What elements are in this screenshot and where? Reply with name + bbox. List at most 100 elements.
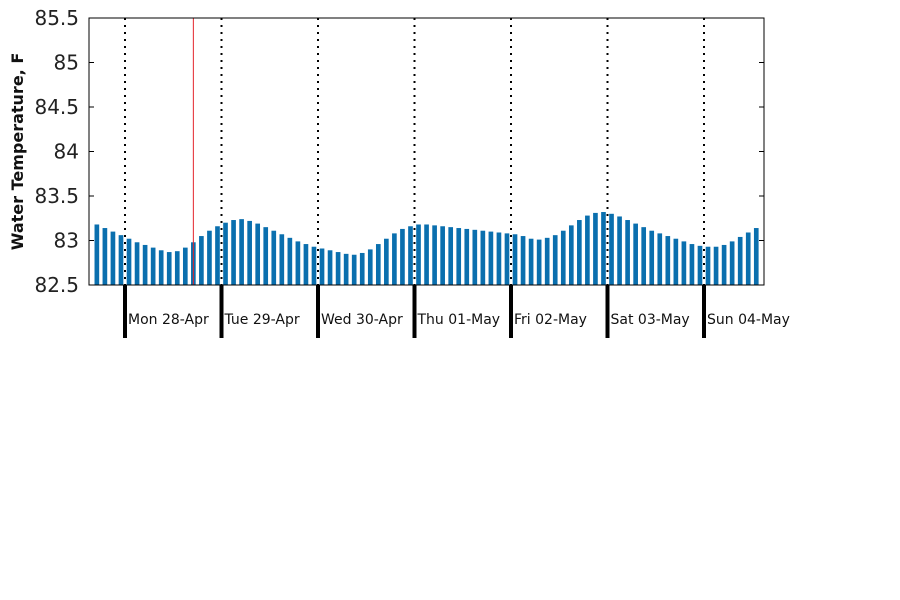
bar (488, 231, 494, 285)
bar (552, 235, 558, 285)
bar (440, 226, 445, 285)
bar (456, 228, 462, 285)
bar (239, 219, 244, 285)
bar (142, 244, 148, 285)
bar (199, 236, 204, 285)
day-label: Sun 04-May (707, 312, 790, 328)
day-label: Sat 03-May (611, 312, 690, 328)
bar (424, 224, 429, 285)
y-tick-label: 82.5 (34, 273, 79, 297)
bar (94, 224, 100, 285)
day-label: Fri 02-May (514, 312, 587, 328)
bar (343, 253, 349, 285)
bar (721, 244, 727, 285)
bar (657, 233, 663, 285)
bar (102, 228, 108, 285)
bar (528, 238, 534, 285)
bar (359, 252, 365, 285)
bar (480, 230, 486, 285)
bar (705, 246, 711, 285)
day-ticks: Mon 28-Apr Tue 29-Apr Wed 30-Apr Thu 01-May… (123, 285, 790, 338)
bar (585, 215, 590, 285)
bar (617, 216, 622, 285)
bar (496, 232, 502, 285)
bar (641, 227, 647, 285)
bar (166, 252, 172, 285)
bar (464, 228, 470, 285)
bar (303, 244, 309, 285)
bar (174, 251, 180, 285)
bar (118, 235, 124, 285)
y-tick-label: 84 (54, 140, 79, 164)
bar (263, 227, 269, 285)
bar (504, 233, 510, 285)
bar (448, 227, 454, 285)
bar (729, 241, 735, 285)
bar (375, 244, 381, 285)
bar (319, 248, 325, 285)
bar (126, 238, 132, 285)
bar (577, 220, 582, 285)
bar (311, 246, 317, 285)
bar (223, 222, 228, 285)
y-tick-label: 84.5 (34, 95, 79, 119)
bar (416, 224, 421, 285)
bars-group (94, 212, 759, 285)
y-tick-label: 83.5 (34, 184, 79, 208)
day-label: Wed 30-Apr (321, 312, 403, 328)
bar (335, 252, 341, 285)
bar (215, 226, 220, 285)
bar (568, 225, 574, 285)
day-label: Mon 28-Apr (128, 312, 209, 328)
y-axis-label: Water Temperature, F (8, 53, 27, 251)
day-label: Thu 01-May (417, 312, 501, 328)
day-label: Tue 29-Apr (224, 312, 300, 328)
bar (287, 237, 293, 285)
y-tick-label: 85 (54, 51, 79, 75)
bar (753, 228, 759, 285)
bar (408, 226, 413, 285)
bar (207, 230, 212, 285)
y-tick-label: 85.5 (34, 6, 79, 30)
bar (520, 236, 526, 285)
bar (255, 223, 261, 285)
bar (158, 250, 164, 285)
bar (649, 230, 655, 285)
bar (134, 242, 140, 285)
bar (231, 220, 236, 285)
bar (110, 231, 116, 285)
bar (609, 213, 614, 285)
bar (681, 241, 687, 285)
bar (625, 220, 630, 285)
bar (400, 228, 405, 285)
bar (384, 238, 389, 285)
bar (182, 247, 188, 285)
bar (247, 220, 252, 285)
bar (601, 212, 606, 285)
bar (713, 246, 719, 285)
bar (737, 236, 743, 285)
bar (593, 212, 598, 285)
bar (697, 245, 703, 285)
bar (665, 236, 671, 285)
bar (536, 239, 542, 285)
bar (472, 229, 478, 285)
bar (279, 234, 285, 285)
bar (673, 238, 679, 285)
bar (512, 234, 518, 285)
bar (432, 225, 437, 285)
bar (150, 247, 156, 285)
bar (560, 230, 566, 285)
bar (689, 244, 695, 285)
day-gridlines (124, 18, 705, 285)
bar (745, 232, 751, 285)
bar (295, 241, 301, 285)
bar (367, 249, 373, 285)
y-axis-ticks: 82.5 83 83.5 84 84.5 85 85.5 (34, 6, 764, 297)
y-tick-label: 83 (54, 229, 79, 253)
bar (544, 237, 550, 285)
bar (271, 230, 277, 285)
bar (327, 250, 333, 285)
bar (392, 233, 397, 285)
